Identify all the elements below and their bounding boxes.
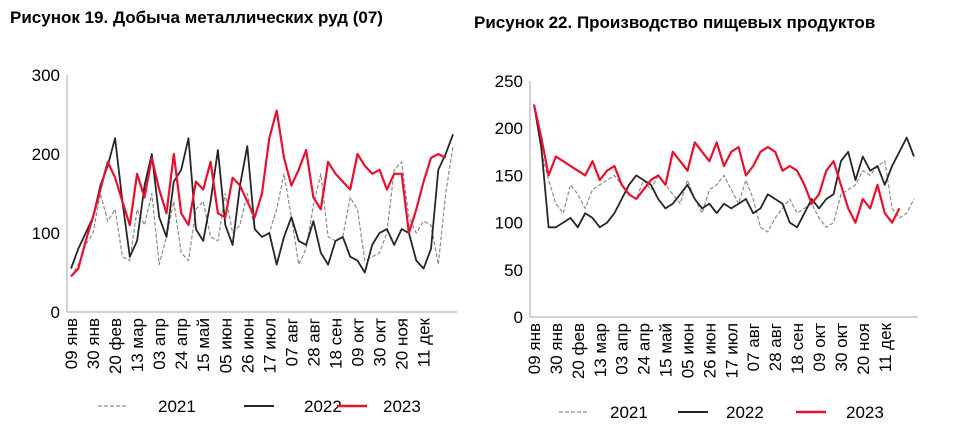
x-tick-label: 24 апр xyxy=(635,323,654,375)
x-tick-label: 24 апр xyxy=(172,318,191,370)
x-tick-label: 07 авг xyxy=(744,323,763,371)
x-tick-label: 03 апр xyxy=(150,318,169,370)
x-tick-label: 13 мар xyxy=(128,318,147,372)
chart-panel-ore-mining: Рисунок 19. Добыча металлических руд (07… xyxy=(0,0,470,445)
legend-label: 2021 xyxy=(610,403,648,422)
legend-label: 2023 xyxy=(846,403,884,422)
series-line-2021 xyxy=(70,146,454,277)
legend-label: 2021 xyxy=(158,397,196,416)
x-tick-label: 17 июл xyxy=(260,318,279,373)
x-tick-label: 11 дек xyxy=(876,322,895,372)
series-line-2023 xyxy=(70,109,447,278)
series-line-2022 xyxy=(70,133,454,274)
x-tick-label: 28 авг xyxy=(766,323,785,371)
x-tick-label: 20 ноя xyxy=(854,323,873,375)
y-tick-label: 200 xyxy=(495,119,523,138)
x-tick-label: 30 окт xyxy=(371,318,390,367)
x-tick-label: 17 июл xyxy=(722,323,741,378)
x-tick-label: 26 июн xyxy=(700,323,719,378)
y-tick-label: 250 xyxy=(495,72,523,91)
x-tick-label: 26 июн xyxy=(238,318,257,373)
y-tick-label: 150 xyxy=(495,166,523,185)
x-tick-label: 11 дек xyxy=(415,317,434,367)
x-tick-label: 03 апр xyxy=(613,323,632,375)
legend-label: 2022 xyxy=(726,403,764,422)
x-tick-label: 30 янв xyxy=(84,318,103,369)
y-tick-label: 100 xyxy=(495,214,523,233)
y-tick-label: 0 xyxy=(514,308,523,327)
chart-panel-food-production: Рисунок 22. Производство пищевых продукт… xyxy=(470,0,959,445)
legend-label: 2022 xyxy=(304,397,342,416)
x-tick-label: 18 сен xyxy=(788,323,807,374)
x-tick-label: 05 июн xyxy=(216,318,235,373)
x-tick-label: 20 фев xyxy=(106,318,125,374)
x-tick-label: 15 май xyxy=(657,323,676,377)
x-tick-label: 05 июн xyxy=(678,323,697,378)
chart-title: Рисунок 19. Добыча металлических руд (07… xyxy=(10,8,383,27)
series-line-2022 xyxy=(533,104,915,229)
x-tick-label: 13 мар xyxy=(591,323,610,377)
x-tick-label: 09 окт xyxy=(810,323,829,372)
x-tick-label: 30 окт xyxy=(832,323,851,372)
chart-title: Рисунок 22. Производство пищевых продукт… xyxy=(474,13,876,32)
series-line-2023 xyxy=(532,104,901,224)
x-tick-label: 09 янв xyxy=(525,323,544,374)
y-tick-label: 100 xyxy=(32,224,60,243)
y-tick-label: 300 xyxy=(32,66,60,85)
legend-label: 2023 xyxy=(383,397,421,416)
y-tick-label: 50 xyxy=(504,261,523,280)
series-line-2021 xyxy=(533,104,915,233)
chart-ore-mining: 0 100 200 300 09 янв 30 янв 20 фев 13 мар 03 апр… xyxy=(32,66,457,416)
x-tick-label: 07 авг xyxy=(282,318,301,366)
x-tick-label: 15 май xyxy=(194,318,213,372)
x-tick-label: 20 фев xyxy=(569,323,588,379)
x-tick-label: 18 сен xyxy=(326,318,345,369)
x-tick-label: 20 ноя xyxy=(393,318,412,370)
x-tick-label: 30 янв xyxy=(547,323,566,374)
y-tick-label: 200 xyxy=(32,145,60,164)
y-tick-label: 0 xyxy=(51,303,60,322)
x-tick-label: 09 янв xyxy=(62,318,81,369)
x-tick-label: 09 окт xyxy=(349,318,368,367)
x-tick-label: 28 авг xyxy=(304,318,323,366)
